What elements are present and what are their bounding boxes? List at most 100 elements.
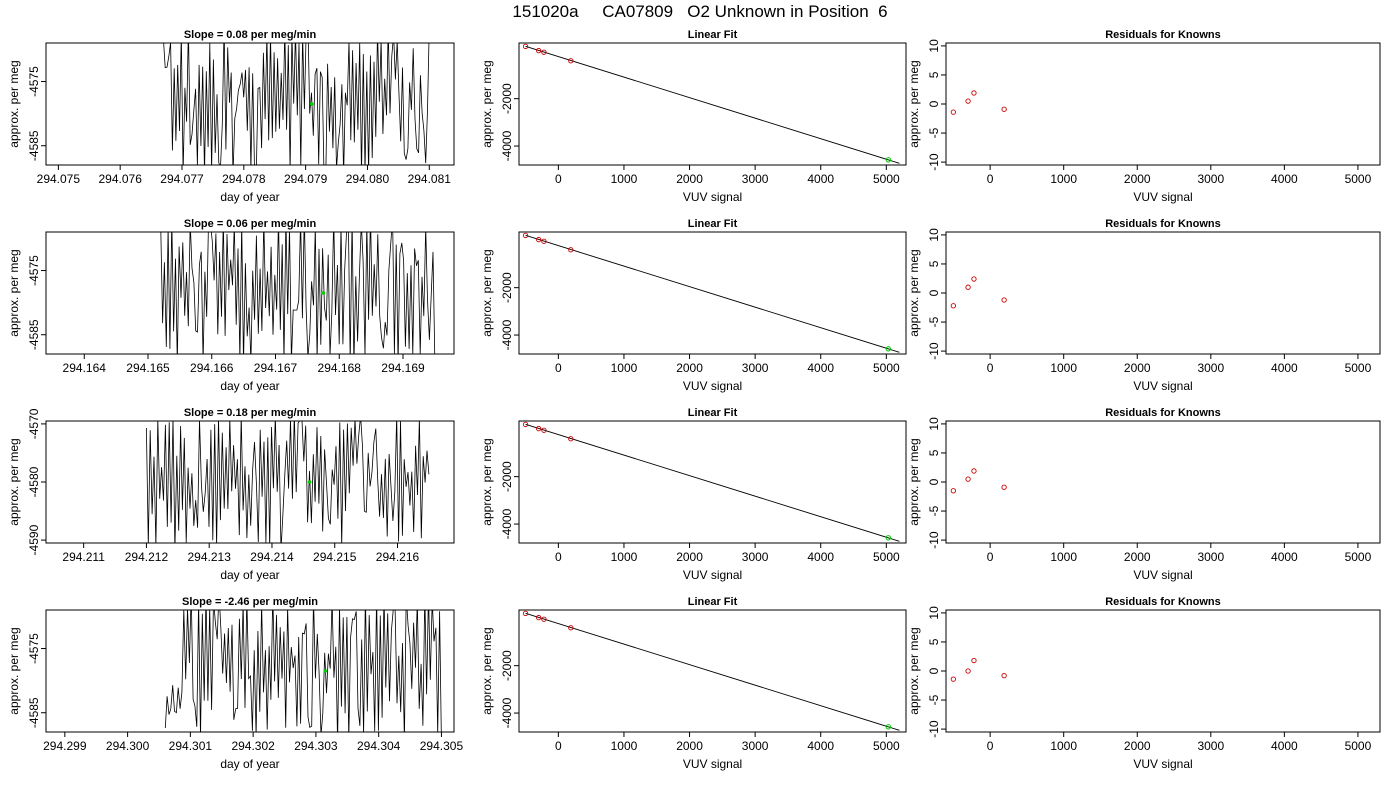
known-point: [522, 232, 529, 239]
x-tick-label: 4000: [1271, 739, 1298, 753]
known-point: [950, 676, 957, 682]
known-point: [568, 436, 574, 442]
figure-title: 151020a CA07809 O2 Unknown in Position 6: [512, 2, 888, 21]
x-tick-label: 3000: [742, 739, 769, 753]
known-point: [950, 303, 957, 309]
x-tick-label: 294.300: [106, 739, 150, 753]
y-tick-label: -10: [927, 720, 941, 738]
panel-r0-c2: Residuals for Knowns 0 1000 2000 3000 4000 500…: [907, 29, 1381, 204]
panel-r0-c0: Slope = 0.08 per meg/min 294.075 294.076 29…: [7, 29, 455, 204]
unknown-point: [885, 157, 891, 163]
x-axis-label: VUV signal: [1133, 568, 1192, 582]
known-point: [1001, 106, 1007, 112]
y-axis-label: approx. per meg: [907, 60, 921, 147]
known-point: [536, 47, 542, 54]
panel-title: Linear Fit: [688, 407, 738, 419]
y-tick-label: -2000: [500, 461, 514, 492]
x-tick-label: 4000: [1271, 172, 1298, 186]
plot-frame: [945, 42, 1381, 166]
known-point: [971, 468, 977, 474]
x-axis-label: day of year: [220, 379, 279, 393]
x-axis-label: day of year: [220, 757, 279, 771]
known-point: [522, 43, 529, 50]
x-tick-label: 5000: [1345, 361, 1372, 375]
x-tick-label: 294.301: [169, 739, 213, 753]
x-tick-label: 294.078: [222, 172, 266, 186]
known-point: [1001, 672, 1007, 679]
y-tick-label: 0: [927, 667, 941, 674]
panel-r1-c0: Slope = 0.06 per meg/min 294.164 294.165 29…: [7, 218, 455, 393]
y-axis-label: approx. per meg: [480, 627, 494, 714]
plot-area: [950, 657, 1007, 682]
plot-area: [950, 468, 1007, 494]
y-axis-label: approx. per meg: [480, 60, 494, 147]
y-tick-label: -10: [927, 342, 941, 360]
known-point: [568, 625, 574, 631]
y-tick-label: -4575: [27, 66, 41, 97]
y-axis-label: approx. per meg: [7, 249, 21, 336]
plot-area: [522, 421, 900, 542]
x-tick-label: 294.214: [250, 550, 294, 564]
known-point: [971, 90, 977, 96]
x-tick-label: 2000: [1124, 550, 1151, 564]
x-tick-label: 5000: [873, 172, 900, 186]
x-tick-label: 0: [555, 739, 562, 753]
x-tick-label: 294.299: [43, 739, 87, 753]
fit-line: [525, 612, 900, 731]
y-tick-label: 0: [927, 289, 941, 296]
plot-area: [164, 610, 442, 732]
x-tick-label: 0: [987, 172, 994, 186]
panel-title: Residuals for Knowns: [1105, 218, 1221, 230]
plot-frame: [945, 609, 1381, 733]
x-tick-label: 294.165: [126, 361, 170, 375]
known-point: [965, 668, 971, 674]
x-tick-label: 4000: [1271, 361, 1298, 375]
x-tick-label: 4000: [807, 361, 834, 375]
x-axis-label: VUV signal: [683, 190, 742, 204]
x-tick-label: 5000: [873, 361, 900, 375]
plot-frame: [518, 231, 907, 355]
known-point: [1001, 484, 1007, 490]
unknown-marker: [321, 291, 326, 295]
y-tick-label: -4575: [27, 255, 41, 286]
known-point: [950, 109, 957, 115]
y-tick-label: -10: [927, 531, 941, 549]
x-tick-label: 294.213: [188, 550, 232, 564]
unknown-point: [885, 346, 891, 352]
plot-area: [950, 90, 1007, 115]
known-point: [568, 58, 574, 64]
known-point: [522, 421, 529, 428]
x-tick-label: 1000: [611, 550, 638, 564]
x-tick-label: 0: [987, 361, 994, 375]
x-tick-label: 3000: [1197, 361, 1224, 375]
known-point: [522, 610, 529, 617]
x-tick-label: 1000: [1050, 550, 1077, 564]
y-tick-label: -2000: [500, 650, 514, 681]
y-tick-label: 5: [927, 260, 941, 267]
known-point: [971, 276, 977, 282]
y-tick-label: -4000: [500, 319, 514, 350]
x-axis-label: VUV signal: [1133, 190, 1192, 204]
x-tick-label: 294.211: [62, 550, 105, 564]
y-axis-label: approx. per meg: [480, 438, 494, 525]
x-tick-label: 5000: [873, 550, 900, 564]
x-tick-label: 294.216: [376, 550, 420, 564]
known-point: [541, 616, 547, 622]
signal-trace: [163, 43, 430, 165]
y-tick-label: -5: [927, 694, 941, 705]
panel-r1-c1: Linear Fit 0 1000 2000 3000 4000 5000 -2000 -400…: [480, 218, 907, 393]
plot-frame: [45, 420, 455, 544]
plot-area: [160, 232, 436, 354]
y-tick-label: 0: [927, 100, 941, 107]
plot-area: [522, 610, 900, 731]
plot-frame: [945, 420, 1381, 544]
x-tick-label: 1000: [611, 172, 638, 186]
x-tick-label: 5000: [1345, 550, 1372, 564]
unknown-point: [885, 724, 891, 730]
x-tick-label: 2000: [676, 739, 703, 753]
plot-frame: [45, 231, 455, 355]
x-tick-label: 0: [555, 550, 562, 564]
x-tick-label: 1000: [1050, 361, 1077, 375]
x-tick-label: 294.302: [231, 739, 275, 753]
